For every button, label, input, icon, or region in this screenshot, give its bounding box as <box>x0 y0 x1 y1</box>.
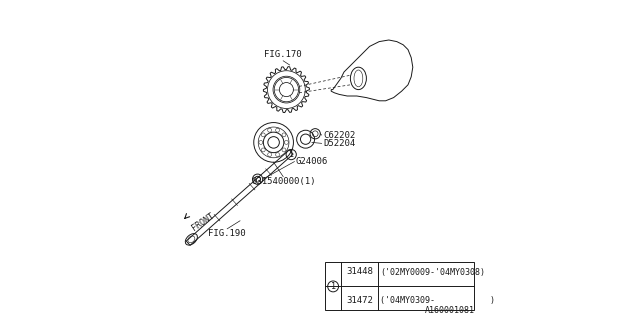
Text: 31448: 31448 <box>346 268 373 276</box>
Text: 031540000(1): 031540000(1) <box>251 177 316 186</box>
Text: D52204: D52204 <box>323 139 355 148</box>
Text: C62202: C62202 <box>323 131 355 140</box>
Text: FIG.190: FIG.190 <box>209 229 246 238</box>
Text: 31472: 31472 <box>346 296 373 305</box>
Text: 1: 1 <box>289 150 294 159</box>
Text: 1: 1 <box>331 282 335 291</box>
Text: ('04MY0309-           ): ('04MY0309- ) <box>380 296 495 305</box>
Bar <box>325 262 474 310</box>
Text: FRONT: FRONT <box>191 211 216 232</box>
Text: G24006: G24006 <box>296 157 328 166</box>
Text: A160001081: A160001081 <box>425 306 475 315</box>
Text: FIG.170: FIG.170 <box>264 50 302 59</box>
Text: ('02MY0009-'04MY0308): ('02MY0009-'04MY0308) <box>380 268 485 276</box>
